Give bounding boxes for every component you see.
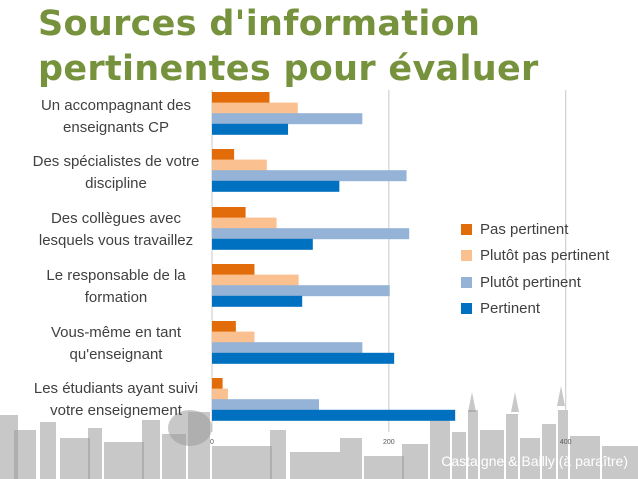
skyline-building: [558, 410, 568, 479]
skyline-building: [602, 446, 638, 479]
bar: [212, 274, 299, 286]
skyline-building: [104, 442, 144, 479]
bar: [212, 378, 223, 389]
slide-title: Sources d'information pertinentes pour é…: [38, 2, 539, 92]
bar: [212, 399, 319, 411]
skyline-building: [14, 430, 36, 479]
category-label-line: Vous-même en tant: [50, 324, 182, 341]
skyline-building: [40, 422, 56, 479]
category-label-line: Le responsable de la: [46, 267, 186, 284]
chart-tick-labels: 0 200 400: [210, 439, 572, 446]
skyline-spire: [468, 392, 476, 412]
bar: [212, 92, 270, 103]
skyline-building: [480, 430, 504, 479]
category-label-line: Les étudiants ayant suivi: [33, 380, 199, 397]
skyline-building: [0, 415, 18, 479]
skyline-spire: [511, 392, 519, 412]
bar: [212, 264, 255, 275]
skyline-building: [340, 438, 362, 479]
chart-bars: [212, 92, 456, 421]
category-label-line: Des spécialistes de votre: [32, 153, 200, 170]
category-label: Des spécialistes de votre discipline: [28, 151, 204, 195]
bar: [212, 409, 456, 421]
legend-item: Plutôt pertinent: [461, 269, 609, 296]
skyline-building: [402, 444, 428, 479]
legend-swatch: [461, 303, 472, 315]
skyline-dome: [168, 410, 212, 446]
skyline-building: [430, 420, 450, 479]
bar: [212, 113, 363, 125]
legend-label: Plutôt pertinent: [480, 273, 581, 291]
bar: [212, 331, 255, 343]
category-label-line: qu'enseignant: [69, 346, 163, 363]
bar: [212, 207, 246, 218]
category-label-line: votre enseignement: [50, 402, 182, 419]
legend-label: Pertinent: [480, 300, 541, 318]
bar: [212, 217, 277, 229]
category-label: Les étudiants ayant suivi votre enseignem…: [28, 378, 204, 422]
category-label-line: formation: [84, 289, 148, 306]
bar: [212, 170, 407, 182]
skyline-building: [468, 410, 478, 479]
skyline-building: [60, 438, 90, 479]
chart-legend: Pas pertinent Plutôt pas pertinent Plutôt …: [461, 216, 609, 322]
skyline-building: [520, 438, 540, 479]
legend-item: Pertinent: [461, 296, 609, 323]
bar: [212, 352, 395, 364]
category-label: Vous-même en tant qu'enseignant: [28, 322, 204, 366]
category-label-line: lesquels vous travaillez: [38, 232, 194, 249]
skyline-building: [452, 432, 466, 479]
skyline-building: [542, 424, 556, 479]
legend-swatch: [461, 276, 472, 288]
bar: [212, 295, 303, 307]
bar: [212, 285, 390, 297]
bar: [212, 388, 228, 400]
skyline-building: [570, 436, 600, 479]
bar: [212, 321, 236, 332]
bar: [212, 123, 289, 135]
tick-label: 0: [210, 439, 214, 446]
legend-swatch: [461, 250, 472, 262]
category-label: Des collègues avec lesquels vous travaill…: [28, 208, 204, 252]
category-label-line: enseignants CP: [63, 119, 169, 136]
skyline-building: [142, 420, 160, 479]
bar: [212, 159, 267, 171]
skyline-building: [270, 430, 286, 479]
bar: [212, 180, 340, 192]
skyline-building: [364, 456, 404, 479]
skyline-building: [88, 428, 102, 479]
category-label-line: Des collègues avec: [50, 210, 182, 227]
bar: [212, 228, 410, 240]
legend-swatch: [461, 223, 472, 235]
legend-label: Plutôt pas pertinent: [480, 247, 610, 265]
skyline-building: [212, 446, 272, 479]
bar: [212, 149, 235, 160]
tick-label: 200: [383, 439, 395, 446]
bar: [212, 102, 298, 114]
category-label-line: Un accompagnant des: [40, 97, 192, 114]
skyline-building: [506, 414, 518, 479]
legend-label: Pas pertinent: [480, 220, 569, 238]
legend-item: Pas pertinent: [461, 216, 609, 243]
tick-label: 400: [560, 439, 572, 446]
bar: [212, 342, 363, 354]
title-line-2: pertinentes pour évaluer: [38, 49, 539, 89]
chart-grid: [211, 90, 567, 432]
category-label-line: discipline: [85, 175, 147, 192]
title-line-1: Sources d'information: [38, 4, 481, 44]
skyline-spire: [557, 386, 565, 406]
category-label: Un accompagnant des enseignants CP: [28, 95, 204, 139]
legend-item: Plutôt pas pertinent: [461, 243, 609, 270]
skyline-building: [290, 452, 340, 479]
category-label: Le responsable de la formation: [28, 265, 204, 309]
source-credit: Castaigne & Bailly (à paraître): [441, 453, 628, 469]
bar: [212, 238, 313, 250]
skyline-illustration: [0, 386, 638, 479]
